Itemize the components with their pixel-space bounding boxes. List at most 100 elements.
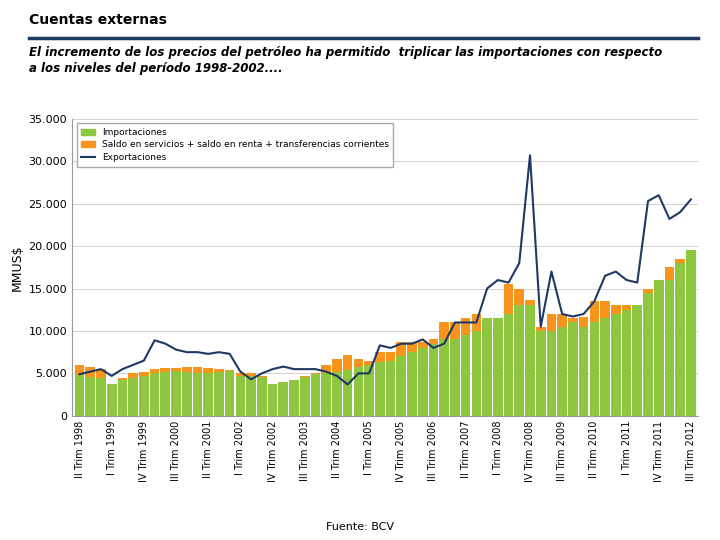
Bar [214,369,224,416]
Bar [654,280,664,416]
Bar [203,373,213,416]
Bar [439,340,449,416]
Bar [171,368,181,416]
Bar [621,306,631,416]
Bar [632,307,642,416]
Bar [408,352,417,416]
Bar [461,318,470,416]
Bar [397,356,406,416]
Y-axis label: MMUS$: MMUS$ [12,244,24,291]
Bar [354,359,363,416]
Bar [246,376,256,416]
Bar [300,376,310,416]
Bar [632,306,642,416]
Text: a los niveles del período 1998-2002....: a los niveles del período 1998-2002.... [29,62,282,75]
Bar [161,368,170,416]
Bar [332,372,342,416]
Bar [386,352,395,416]
Bar [482,318,492,416]
Bar [600,301,610,416]
Bar [214,372,224,416]
Bar [375,352,384,416]
Bar [515,306,524,416]
Bar [75,365,84,416]
Bar [364,365,374,416]
Bar [193,373,202,416]
Legend: Importaciones, Saldo en servicios + saldo en renta + transferencias corrientes, : Importaciones, Saldo en servicios + sald… [76,123,393,166]
Bar [343,355,353,416]
Bar [117,377,127,416]
Bar [128,373,138,416]
Bar [289,384,299,416]
Bar [418,348,428,416]
Bar [321,365,331,416]
Bar [193,367,202,416]
Bar [515,288,524,416]
Bar [675,259,685,416]
Bar [364,361,374,416]
Bar [300,377,310,416]
Bar [235,376,246,416]
Bar [525,300,535,416]
Bar [408,342,417,416]
Bar [235,373,246,416]
Bar [332,359,342,416]
Bar [665,280,674,416]
Bar [568,322,577,416]
Bar [557,314,567,416]
Bar [397,342,406,416]
Bar [279,382,288,416]
Bar [482,318,492,416]
Bar [128,377,138,416]
Bar [321,373,331,416]
Bar [439,322,449,416]
Bar [289,380,299,416]
Bar [472,331,481,416]
Bar [107,385,117,416]
Bar [450,340,460,416]
Bar [600,318,610,416]
Bar [107,383,117,416]
Bar [354,367,363,416]
Bar [310,373,320,416]
Bar [117,380,127,416]
Bar [568,318,577,416]
Bar [225,370,235,416]
Bar [203,368,213,416]
Bar [150,369,159,416]
Bar [493,318,503,416]
Bar [310,374,320,416]
Bar [86,377,95,416]
Bar [621,310,631,416]
Bar [375,362,384,416]
Bar [257,377,266,416]
Bar [546,314,557,416]
Bar [611,306,621,416]
Bar [150,373,159,416]
Bar [643,288,653,416]
Bar [557,327,567,416]
Bar [654,280,664,416]
Bar [343,370,353,416]
Bar [139,372,149,416]
Bar [504,284,513,416]
Bar [536,331,546,416]
Bar [536,327,546,416]
Bar [450,322,460,416]
Bar [182,367,192,416]
Bar [472,314,481,416]
Bar [686,251,696,416]
Bar [418,342,428,416]
Bar [579,327,588,416]
Text: Cuentas externas: Cuentas externas [29,14,166,28]
Bar [75,375,84,416]
Bar [225,371,235,416]
Bar [686,251,696,416]
Bar [161,372,170,416]
Bar [665,267,674,416]
Bar [86,367,95,416]
Bar [96,369,106,416]
Bar [279,385,288,416]
Bar [643,293,653,416]
Bar [675,263,685,416]
